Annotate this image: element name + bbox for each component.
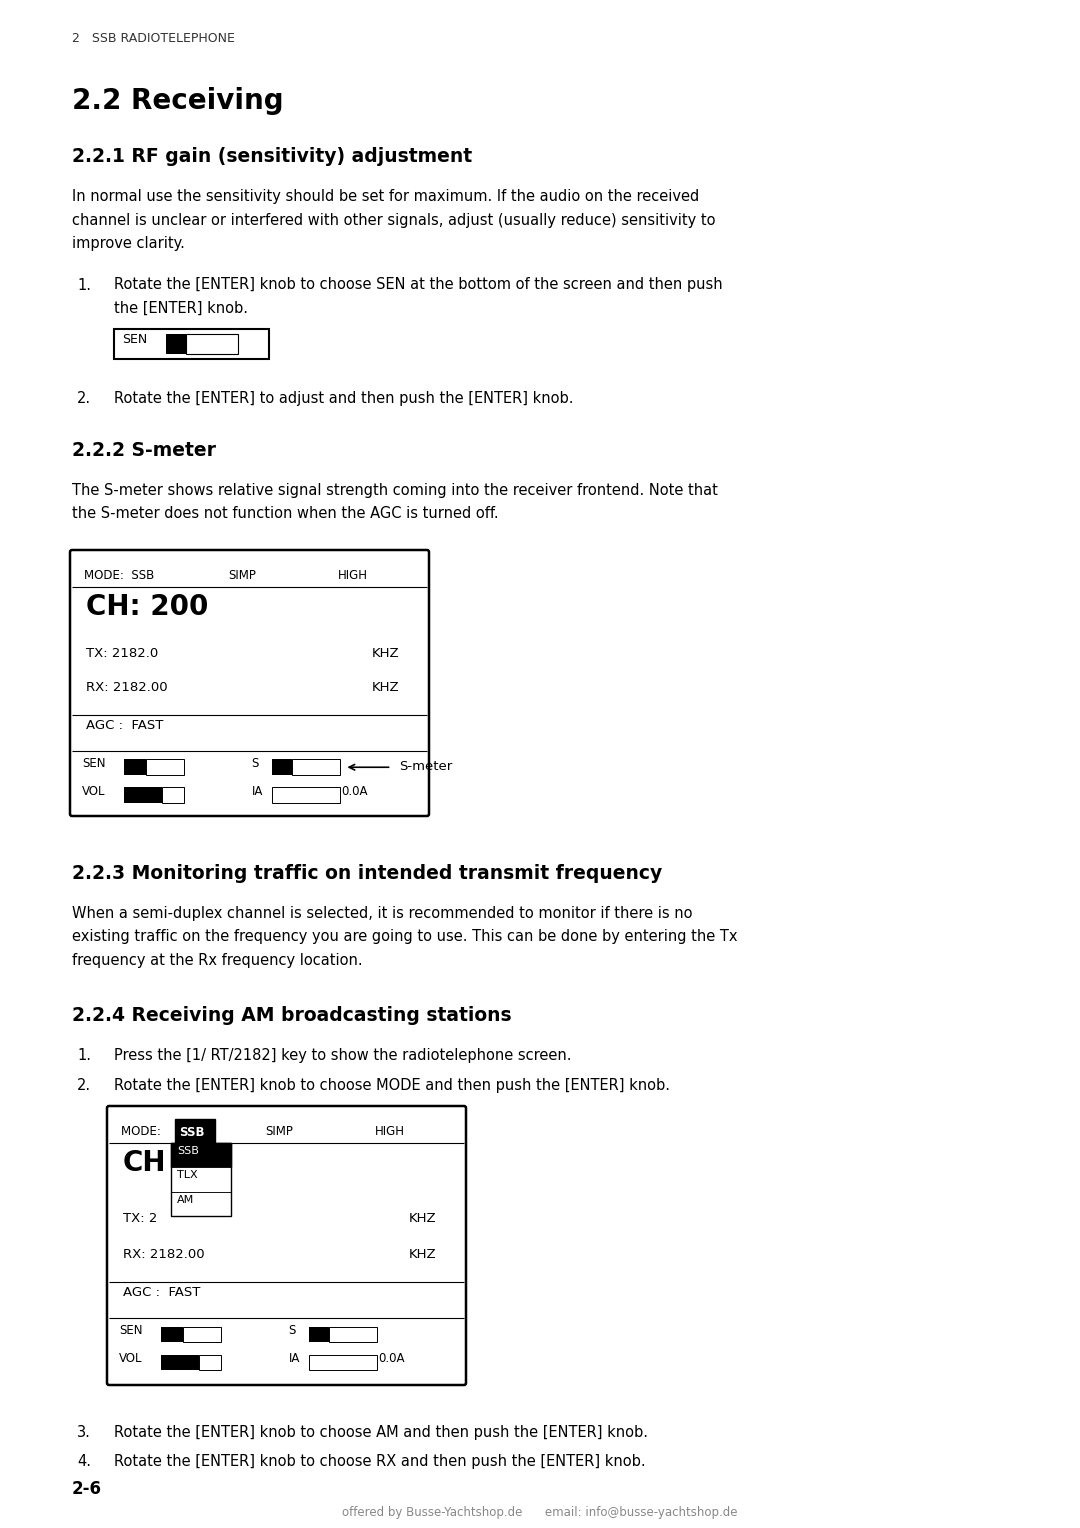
FancyBboxPatch shape xyxy=(70,550,429,816)
Bar xyxy=(124,787,162,804)
Bar xyxy=(162,787,184,804)
Text: KHZ: KHZ xyxy=(372,646,400,660)
Bar xyxy=(175,1118,215,1144)
Text: 1.: 1. xyxy=(77,1048,91,1063)
Bar xyxy=(199,1355,221,1371)
Text: KHZ: KHZ xyxy=(409,1213,436,1225)
Text: the [ENTER] knob.: the [ENTER] knob. xyxy=(114,301,248,316)
Bar xyxy=(161,1326,183,1343)
Text: the S-meter does not function when the AGC is turned off.: the S-meter does not function when the A… xyxy=(72,506,499,521)
Bar xyxy=(146,759,184,775)
Text: 0.0A: 0.0A xyxy=(378,1352,405,1366)
Text: Rotate the [ENTER] knob to choose MODE and then push the [ENTER] knob.: Rotate the [ENTER] knob to choose MODE a… xyxy=(114,1077,670,1093)
Text: channel is unclear or interfered with other signals, adjust (usually reduce) sen: channel is unclear or interfered with ot… xyxy=(72,212,715,228)
Text: Rotate the [ENTER] knob to choose AM and then push the [ENTER] knob.: Rotate the [ENTER] knob to choose AM and… xyxy=(114,1426,648,1439)
Text: AGC :  FAST: AGC : FAST xyxy=(123,1287,201,1299)
Text: The S-meter shows relative signal strength coming into the receiver frontend. No: The S-meter shows relative signal streng… xyxy=(72,483,718,498)
Bar xyxy=(328,1326,377,1343)
Text: RX: 2182.00: RX: 2182.00 xyxy=(86,681,167,694)
Text: SEN: SEN xyxy=(119,1325,143,1337)
Text: KHZ: KHZ xyxy=(372,681,400,694)
Text: SIMP: SIMP xyxy=(266,1125,293,1138)
Text: CH: CH xyxy=(123,1149,166,1177)
FancyBboxPatch shape xyxy=(107,1106,465,1384)
Text: Press the [1/ RT/2182] key to show the radiotelephone screen.: Press the [1/ RT/2182] key to show the r… xyxy=(114,1048,571,1063)
Text: existing traffic on the frequency you are going to use. This can be done by ente: existing traffic on the frequency you ar… xyxy=(72,929,738,944)
Text: When a semi-duplex channel is selected, it is recommended to monitor if there is: When a semi-duplex channel is selected, … xyxy=(72,906,692,921)
Text: MODE:  SSB: MODE: SSB xyxy=(84,568,154,582)
Text: 2.2.3 Monitoring traffic on intended transmit frequency: 2.2.3 Monitoring traffic on intended tra… xyxy=(72,863,662,883)
Text: IA: IA xyxy=(288,1352,300,1366)
Text: SEN: SEN xyxy=(82,756,106,770)
Text: 2.2.1 RF gain (sensitivity) adjustment: 2.2.1 RF gain (sensitivity) adjustment xyxy=(72,147,472,167)
Text: RX: 2182.00: RX: 2182.00 xyxy=(123,1248,204,1262)
Text: TX: 2: TX: 2 xyxy=(123,1213,158,1225)
Text: 2.2 Receiving: 2.2 Receiving xyxy=(72,87,284,115)
Bar xyxy=(166,335,186,354)
Bar xyxy=(183,1326,221,1343)
Bar xyxy=(292,759,339,775)
Text: MODE:: MODE: xyxy=(121,1125,164,1138)
Bar xyxy=(124,759,146,775)
Text: TLX: TLX xyxy=(177,1170,198,1181)
Bar xyxy=(171,1192,231,1216)
Text: S: S xyxy=(252,756,259,770)
Bar xyxy=(309,1355,377,1371)
Bar xyxy=(161,1355,199,1371)
Text: 3.: 3. xyxy=(77,1426,91,1439)
Text: 1.: 1. xyxy=(77,278,91,292)
Bar xyxy=(271,759,292,775)
Text: SEN: SEN xyxy=(122,333,147,345)
Text: SIMP: SIMP xyxy=(228,568,256,582)
Text: frequency at the Rx frequency location.: frequency at the Rx frequency location. xyxy=(72,953,363,969)
Text: SSB: SSB xyxy=(177,1146,199,1157)
Text: 2.2.2 S-meter: 2.2.2 S-meter xyxy=(72,442,216,460)
Text: 0.0A: 0.0A xyxy=(341,785,368,798)
Text: S-meter: S-meter xyxy=(400,761,453,773)
Text: AGC :  FAST: AGC : FAST xyxy=(86,720,163,732)
Text: SSB: SSB xyxy=(179,1126,204,1138)
Text: 2.: 2. xyxy=(77,391,91,406)
Text: Rotate the [ENTER] knob to choose RX and then push the [ENTER] knob.: Rotate the [ENTER] knob to choose RX and… xyxy=(114,1455,646,1470)
Bar xyxy=(114,329,269,359)
Text: 2.: 2. xyxy=(77,1077,91,1093)
Bar xyxy=(171,1167,231,1192)
Text: S: S xyxy=(288,1325,296,1337)
Bar xyxy=(271,787,339,804)
Text: VOL: VOL xyxy=(119,1352,143,1366)
Text: offered by Busse-Yachtshop.de      email: info@busse-yachtshop.de: offered by Busse-Yachtshop.de email: inf… xyxy=(342,1507,738,1519)
Text: KHZ: KHZ xyxy=(409,1248,436,1262)
Text: Rotate the [ENTER] knob to choose SEN at the bottom of the screen and then push: Rotate the [ENTER] knob to choose SEN at… xyxy=(114,278,723,292)
Bar xyxy=(186,335,238,354)
Text: 2.2.4 Receiving AM broadcasting stations: 2.2.4 Receiving AM broadcasting stations xyxy=(72,1007,512,1025)
Text: CH: 200: CH: 200 xyxy=(86,593,208,620)
Text: HIGH: HIGH xyxy=(375,1125,405,1138)
Text: In normal use the sensitivity should be set for maximum. If the audio on the rec: In normal use the sensitivity should be … xyxy=(72,189,699,205)
Bar xyxy=(309,1326,328,1343)
Bar xyxy=(171,1143,231,1216)
Text: improve clarity.: improve clarity. xyxy=(72,235,185,251)
Text: AM: AM xyxy=(177,1195,194,1206)
Text: 4.: 4. xyxy=(77,1455,91,1470)
Text: 2   SSB RADIOTELEPHONE: 2 SSB RADIOTELEPHONE xyxy=(72,32,234,44)
Text: VOL: VOL xyxy=(82,785,106,798)
Text: IA: IA xyxy=(252,785,262,798)
Text: HIGH: HIGH xyxy=(338,568,368,582)
Text: Rotate the [ENTER] to adjust and then push the [ENTER] knob.: Rotate the [ENTER] to adjust and then pu… xyxy=(114,391,573,406)
Bar xyxy=(171,1143,231,1167)
Text: 2-6: 2-6 xyxy=(72,1481,102,1497)
Text: TX: 2182.0: TX: 2182.0 xyxy=(86,646,159,660)
